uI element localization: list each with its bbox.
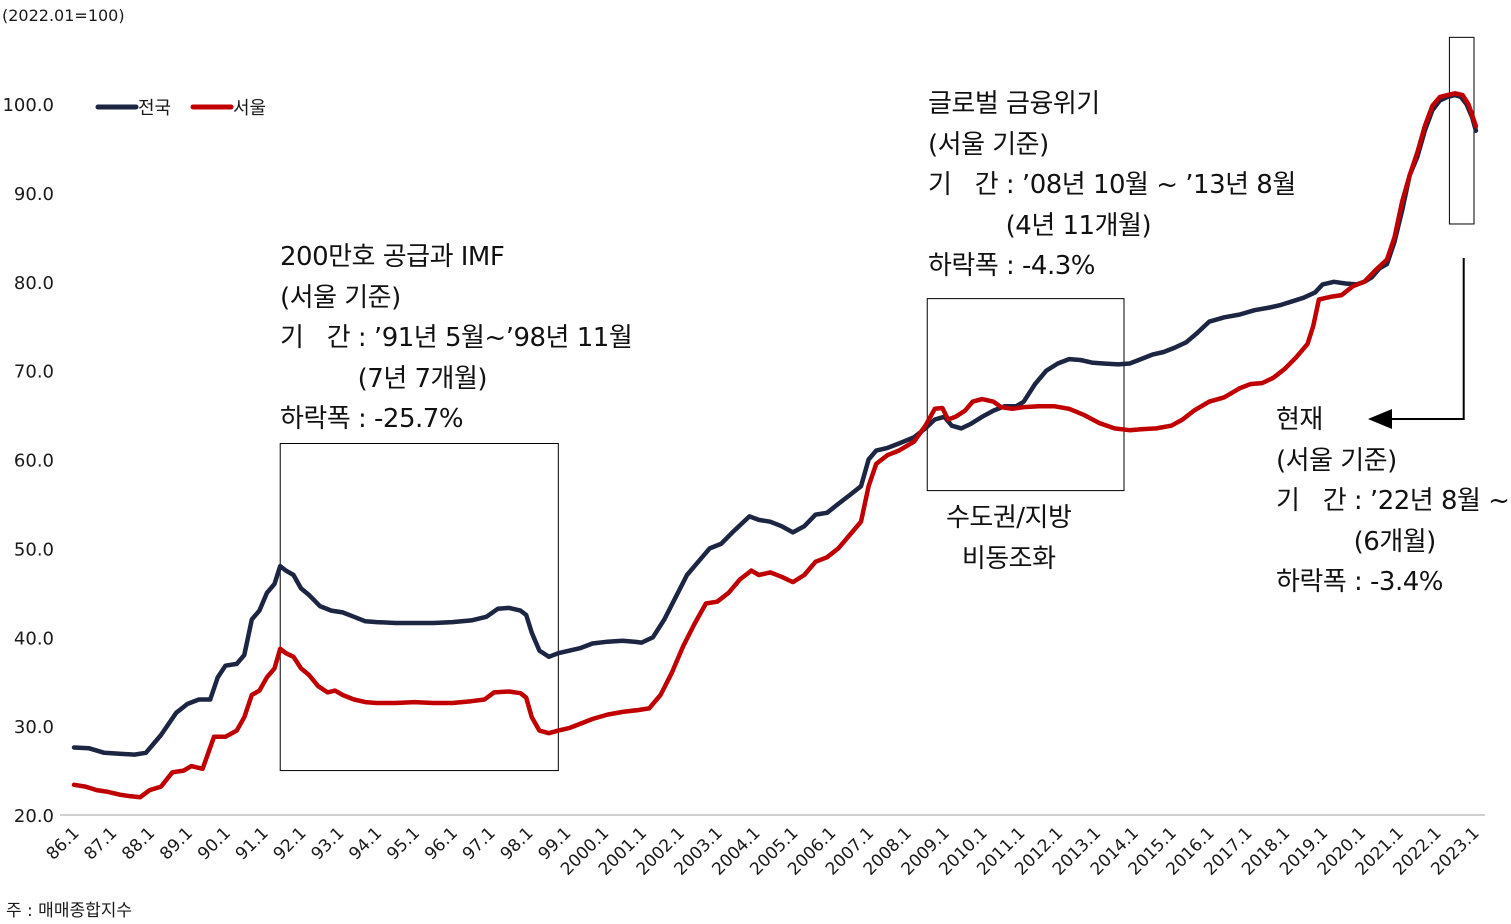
annotation-global-financial-crisis: 글로벌 금융위기 (서울 기준) 기 간 : ’08년 10월 ~ ’13년 8월 … [928, 84, 1296, 287]
y-tick-label: 100.0 [2, 95, 54, 116]
current-arrow [1368, 258, 1465, 429]
series-line-서울 [71, 91, 1479, 800]
annotation-current-line: 하락폭 : -3.4% [1276, 567, 1444, 597]
series-lines [71, 91, 1479, 800]
x-tick-label: 95.1 [383, 823, 424, 864]
x-tick-label: 92.1 [270, 823, 311, 864]
annotation-current: 현재 (서울 기준) 기 간 : ’22년 8월 ~ (6개월) 하락폭 : -3.4… [1276, 400, 1510, 603]
annotation-gfc-line: 하락폭 : -4.3% [928, 251, 1095, 281]
highlight-box-current [1448, 36, 1475, 225]
x-tick-label: 89.1 [156, 823, 197, 864]
annotation-current-line: (서울 기준) [1276, 445, 1397, 476]
annotation-gfc-line: (서울 기준) [928, 129, 1049, 160]
y-tick-label: 30.0 [14, 717, 54, 738]
annotation-imf-line: (서울 기준) [280, 282, 401, 313]
x-tick-label: 86.1 [43, 823, 84, 864]
x-tick-label: 90.1 [194, 823, 235, 864]
legend-label: 서울 [233, 98, 266, 119]
x-tick-label: 88.1 [118, 823, 159, 864]
annotation-gfc-line: 글로벌 금융위기 [928, 89, 1100, 119]
annotation-imf-line: 200만호 공급과 IMF [280, 242, 505, 272]
x-tick-label: 93.1 [307, 823, 348, 864]
y-tick-label: 80.0 [14, 273, 54, 294]
annotation-imf-line: 하락폭 : -25.7% [280, 404, 464, 434]
y-tick-label: 40.0 [14, 628, 54, 649]
x-tick-label: 97.1 [459, 823, 500, 864]
x-tick-label: 98.1 [497, 823, 538, 864]
annotation-current-line: 기 간 : ’22년 8월 ~ [1276, 486, 1510, 516]
annotation-current-line: (6개월) [1276, 526, 1437, 557]
unit-label: (2022.01=100) [2, 6, 125, 25]
annotation-imf-line: (7년 7개월) [280, 363, 488, 394]
x-axis: 86.187.188.189.190.191.192.193.194.195.1… [43, 814, 1485, 880]
annotation-decoupling-line: 수도권/지방 [946, 503, 1072, 533]
y-axis: 20.0 30.0 40.0 50.0 60.0 70.0 80.0 90.0 100.0 [2, 95, 54, 827]
annotation-imf: 200만호 공급과 IMF (서울 기준) 기 간 : ’91년 5월~’98년 1… [280, 237, 633, 440]
x-tick-label: 96.1 [421, 823, 462, 864]
arrow-line [1368, 258, 1465, 429]
legend: 전국 서울 [95, 98, 266, 119]
annotation-current-line: 현재 [1276, 405, 1323, 435]
annotation-gfc-line: (4년 11개월) [928, 210, 1152, 241]
x-tick-label: 91.1 [232, 823, 273, 864]
x-tick-label: 87.1 [80, 823, 121, 864]
y-tick-label: 50.0 [14, 539, 54, 560]
y-tick-label: 20.0 [14, 806, 54, 827]
legend-label: 전국 [138, 98, 171, 119]
highlight-box-gfc [926, 298, 1125, 492]
footnote: 주 : 매매종합지수 [6, 901, 133, 921]
highlight-box-imf [279, 443, 559, 772]
y-tick-label: 90.0 [14, 184, 54, 205]
x-tick-label: 94.1 [345, 823, 386, 864]
annotation-gfc-line: 기 간 : ’08년 10월 ~ ’13년 8월 [928, 170, 1296, 200]
annotation-decoupling-line: 비동조화 [961, 543, 1056, 574]
series-line-전국 [71, 92, 1479, 757]
y-tick-label: 70.0 [14, 362, 54, 383]
y-tick-label: 60.0 [14, 451, 54, 472]
annotation-imf-line: 기 간 : ’91년 5월~’98년 11월 [280, 323, 633, 353]
